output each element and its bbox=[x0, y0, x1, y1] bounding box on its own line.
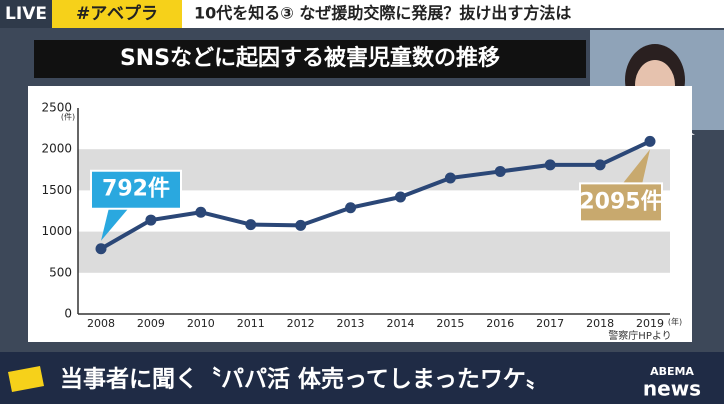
y-tick-label: 2500 bbox=[41, 101, 72, 115]
title-box bbox=[34, 40, 586, 78]
x-tick-label: 2011 bbox=[237, 317, 265, 330]
headline: 10代を知る③ なぜ援助交際に発展？抜け出す方法は bbox=[194, 4, 571, 23]
data-point bbox=[345, 202, 357, 214]
x-tick-label: 2019 bbox=[636, 317, 664, 330]
chart-title: SNSなどに起因する被害児童数の推移 bbox=[120, 45, 500, 71]
y-tick-label: 1000 bbox=[41, 224, 72, 238]
x-tick-label: 2012 bbox=[287, 317, 315, 330]
logo-brand: ABEMA bbox=[650, 365, 694, 378]
data-point bbox=[594, 159, 606, 171]
value-label: 2095件 bbox=[579, 189, 662, 214]
source: 警察庁HPより bbox=[608, 329, 671, 342]
data-point bbox=[295, 219, 307, 231]
logo-name: news bbox=[643, 377, 701, 401]
hashtag-badge bbox=[52, 0, 182, 28]
data-point bbox=[245, 219, 257, 231]
x-tick-label: 2013 bbox=[337, 317, 365, 330]
value-label: 792件 bbox=[102, 177, 170, 202]
x-tick-label: 2009 bbox=[137, 317, 165, 330]
y-unit: (件) bbox=[61, 112, 75, 122]
data-point bbox=[644, 135, 656, 147]
callout bbox=[101, 207, 129, 241]
data-point bbox=[444, 172, 456, 184]
data-point bbox=[145, 214, 157, 226]
live-badge bbox=[0, 0, 52, 28]
x-tick-label: 2008 bbox=[87, 317, 115, 330]
x-tick-label: 2016 bbox=[486, 317, 514, 330]
callout-box bbox=[90, 169, 182, 210]
x-unit: (年) bbox=[668, 317, 682, 327]
data-point bbox=[95, 243, 107, 255]
x-tick-label: 2017 bbox=[536, 317, 564, 330]
hashtag: #アベプラ bbox=[76, 3, 158, 24]
x-tick-label: 2014 bbox=[386, 317, 414, 330]
x-tick-label: 2010 bbox=[187, 317, 215, 330]
caption-bar bbox=[0, 352, 724, 404]
data-line bbox=[100, 139, 651, 251]
x-tick-label: 2018 bbox=[586, 317, 614, 330]
data-point bbox=[544, 159, 556, 171]
live-label: LIVE bbox=[5, 4, 47, 24]
x-tick-label: 2015 bbox=[436, 317, 464, 330]
data-point bbox=[394, 191, 406, 203]
y-tick-label: 2000 bbox=[41, 142, 72, 156]
y-tick-label: 0 bbox=[64, 307, 72, 321]
callout-box bbox=[579, 182, 663, 223]
data-point bbox=[195, 206, 207, 218]
y-tick-label: 500 bbox=[49, 265, 72, 279]
caption: 当事者に聞く〝パパ活 体売ってしまったワケ〟 bbox=[60, 367, 549, 393]
caption-icon bbox=[8, 366, 44, 392]
grid-band bbox=[78, 231, 670, 273]
data-point bbox=[494, 165, 506, 177]
callout bbox=[622, 149, 650, 185]
y-tick-label: 1500 bbox=[41, 183, 72, 197]
